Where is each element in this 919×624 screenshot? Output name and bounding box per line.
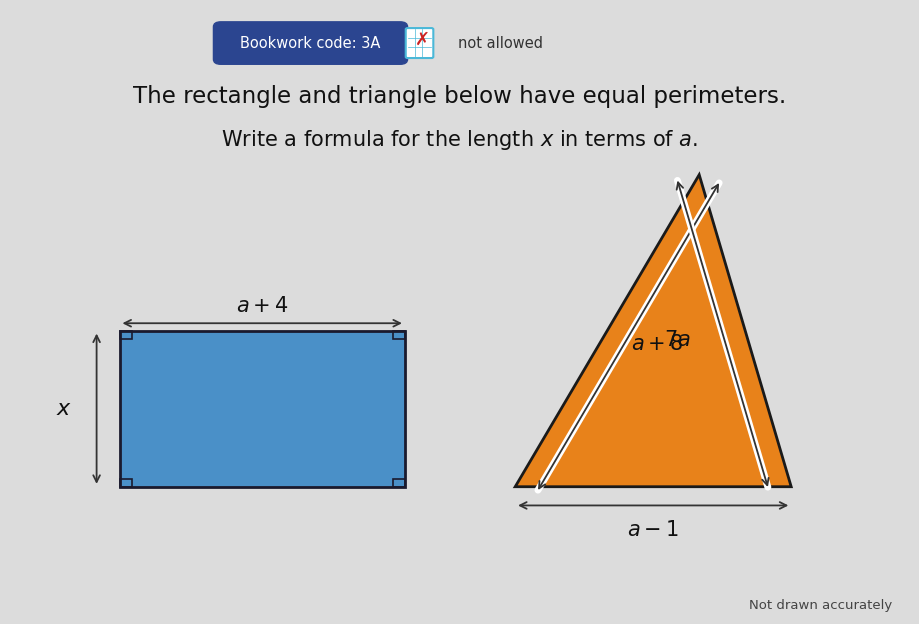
Text: $a-1$: $a-1$: [627, 520, 678, 540]
Text: $7a$: $7a$: [664, 330, 690, 350]
Text: Not drawn accurately: Not drawn accurately: [748, 598, 891, 612]
Polygon shape: [515, 175, 790, 487]
Bar: [119, 331, 404, 487]
Text: ✗: ✗: [414, 31, 429, 49]
Text: $x$: $x$: [56, 397, 73, 420]
Text: not allowed: not allowed: [458, 36, 542, 51]
Text: $a+4$: $a+4$: [235, 296, 289, 316]
Bar: [392, 331, 404, 339]
FancyBboxPatch shape: [213, 22, 407, 64]
Text: Write a formula for the length $\it{x}$ in terms of $\it{a}$.: Write a formula for the length $\it{x}$ …: [221, 129, 698, 152]
Text: The rectangle and triangle below have equal perimeters.: The rectangle and triangle below have eq…: [133, 85, 786, 108]
FancyBboxPatch shape: [405, 28, 433, 58]
Bar: [119, 331, 131, 339]
Bar: [392, 479, 404, 487]
Bar: [119, 479, 131, 487]
Text: $a+8$: $a+8$: [630, 334, 682, 354]
Text: Bookwork code: 3A: Bookwork code: 3A: [240, 36, 380, 51]
